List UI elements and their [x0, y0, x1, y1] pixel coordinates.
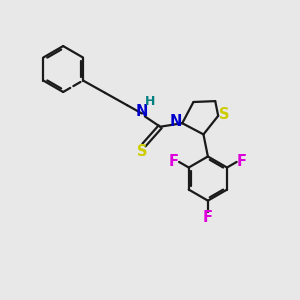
Text: S: S [137, 144, 148, 159]
Text: N: N [169, 114, 182, 129]
Text: F: F [237, 154, 247, 169]
Text: N: N [136, 103, 148, 118]
Text: F: F [203, 210, 213, 225]
Text: F: F [169, 154, 179, 169]
Text: H: H [145, 94, 155, 108]
Text: S: S [219, 107, 230, 122]
